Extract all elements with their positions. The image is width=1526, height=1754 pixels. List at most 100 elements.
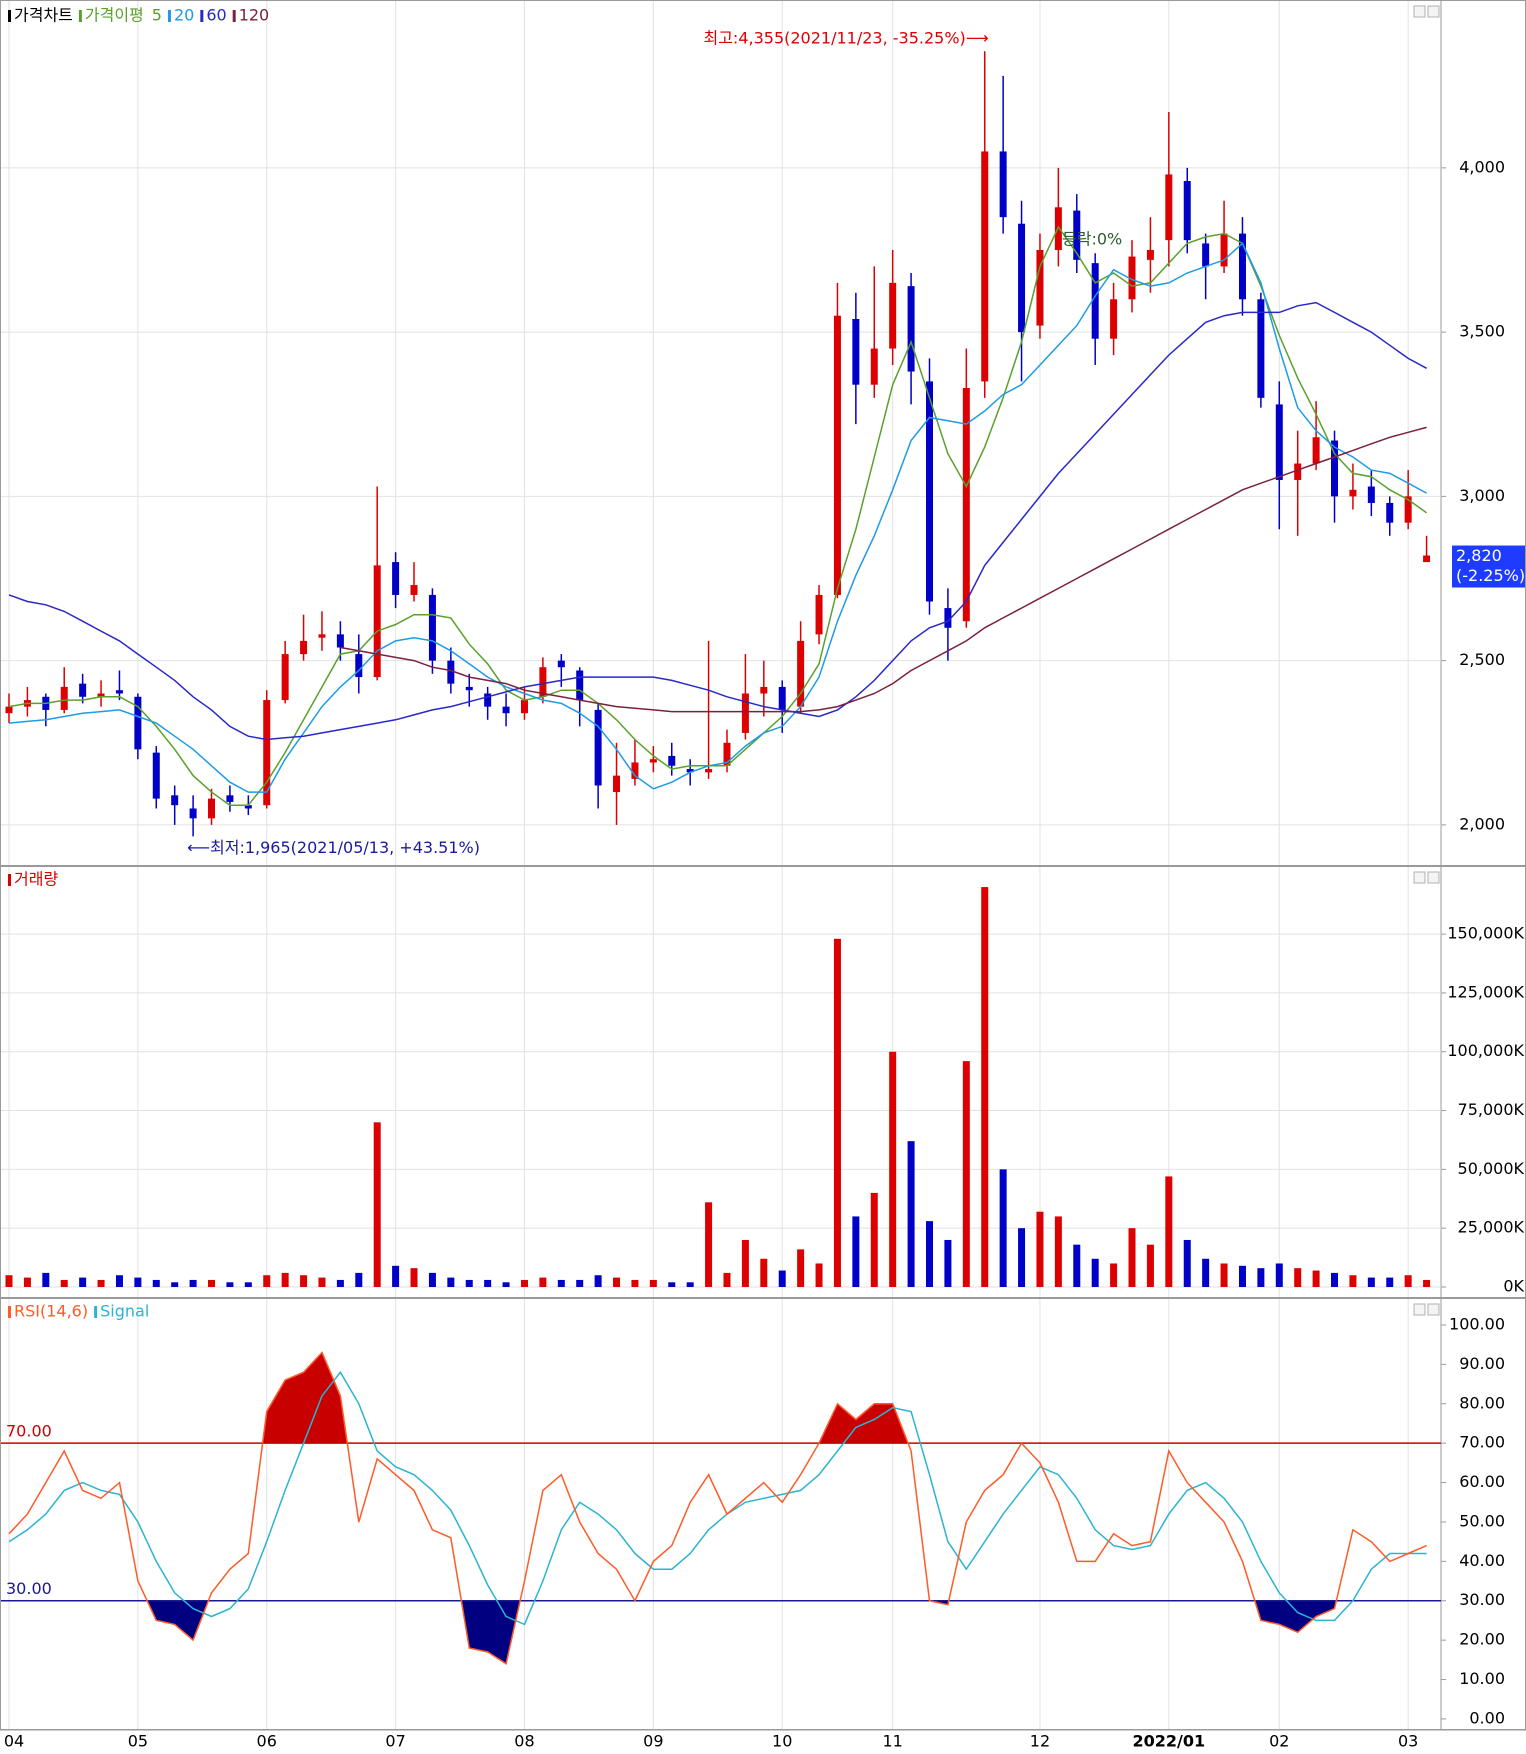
volume-bar [1128,1228,1136,1287]
volume-bar [244,1282,252,1287]
y-tick-label: 0.00 [1469,1708,1505,1727]
volume-bar [447,1277,455,1287]
volume-bar [815,1263,823,1287]
volume-bar [1238,1265,1246,1287]
volume-bar [318,1277,326,1287]
candle-body [79,683,87,697]
volume-bar [944,1239,952,1287]
volume-bar [778,1270,786,1287]
volume-bar [1091,1258,1099,1287]
x-tick-label: 11 [883,1732,903,1751]
volume-bar [1404,1275,1412,1287]
candle-body [686,769,694,773]
x-tick-label: 2022/01 [1133,1732,1206,1751]
candle-body [152,752,160,799]
y-tick-label: 50.00 [1459,1511,1505,1530]
volume-bar [1294,1268,1302,1287]
candle-body [1073,210,1081,260]
x-tick-label: 03 [1398,1732,1418,1751]
candle-body [97,693,105,697]
candle-body [134,696,142,750]
legend-label: Signal [100,1302,149,1321]
volume-bar [226,1282,234,1287]
legend-marker [8,1306,11,1318]
volume-bar [705,1202,713,1287]
volume-bar [152,1279,160,1287]
candle-body [1110,299,1118,339]
candle-body [465,686,473,691]
candle-body [1220,233,1228,267]
volume-bar [1036,1211,1044,1287]
panel-button [1427,5,1440,18]
legend-marker [78,10,82,22]
candle-body [557,660,565,668]
y-tick-label: 25,000K [1458,1218,1525,1237]
volume-bar [281,1272,289,1287]
volume-bar [79,1277,87,1287]
candle-body [300,640,308,655]
candle-body [373,565,381,678]
volume-bar [1220,1263,1228,1287]
high-annotation: 최고:4,355(2021/11/23, -35.25%)⟶ [703,29,988,48]
volume-bar [649,1279,657,1287]
volume-bar [1257,1268,1265,1287]
legend-marker [167,10,171,22]
volume-bar [723,1272,731,1287]
candle-body [1294,463,1302,480]
candle-body [392,562,400,595]
volume-bar [981,887,989,1287]
legend-label: 가격차트 [14,6,73,25]
volume-bar [392,1265,400,1287]
candle-body [428,594,436,661]
candle-body [760,686,768,694]
volume-bar [1146,1244,1154,1287]
volume-bar [668,1282,676,1287]
moving-average-line [340,426,1427,713]
volume-bar [42,1272,50,1287]
y-tick-label: 90.00 [1459,1354,1505,1373]
candle-body [1312,437,1320,464]
legend-label: 120 [239,6,270,25]
volume-bar [171,1282,179,1287]
panel-button [1427,1303,1440,1316]
volume-bar [1073,1244,1081,1287]
candle-body [631,762,639,779]
y-tick-label: 30.00 [1459,1590,1505,1609]
volume-bar [613,1277,621,1287]
volume-bar [1386,1277,1394,1287]
x-tick-label: 10 [772,1732,792,1751]
y-tick-label: 150,000K [1447,924,1524,943]
candle-body [797,640,805,707]
volume-bar [115,1275,123,1287]
panel-button [1413,5,1426,18]
legend-label: 5 [152,6,162,25]
candle-body [741,693,749,733]
volume-bar [1423,1279,1431,1287]
threshold-label: 30.00 [6,1579,52,1598]
volume-bar [889,1051,897,1287]
candle-body [171,795,179,806]
y-tick-label: 75,000K [1458,1100,1525,1119]
volume-bar [870,1192,878,1287]
candle-body [226,795,234,802]
volume-bar [833,938,841,1287]
volume-bar [594,1275,602,1287]
candle-body [668,755,676,766]
legend-marker [200,10,204,22]
candle-body [870,348,878,385]
candle-body [723,742,731,766]
volume-bar [1312,1270,1320,1287]
candle-body [1146,250,1154,260]
volume-bar [60,1279,68,1287]
legend-marker [8,874,11,886]
candle-body [208,798,216,819]
indicator-line [8,1351,1427,1666]
volume-bar [962,1061,970,1287]
volume-bar [1202,1258,1210,1287]
volume-bar [263,1275,271,1287]
volume-bar [539,1277,547,1287]
volume-bar [1275,1263,1283,1287]
y-tick-label: 2,500 [1459,650,1505,669]
